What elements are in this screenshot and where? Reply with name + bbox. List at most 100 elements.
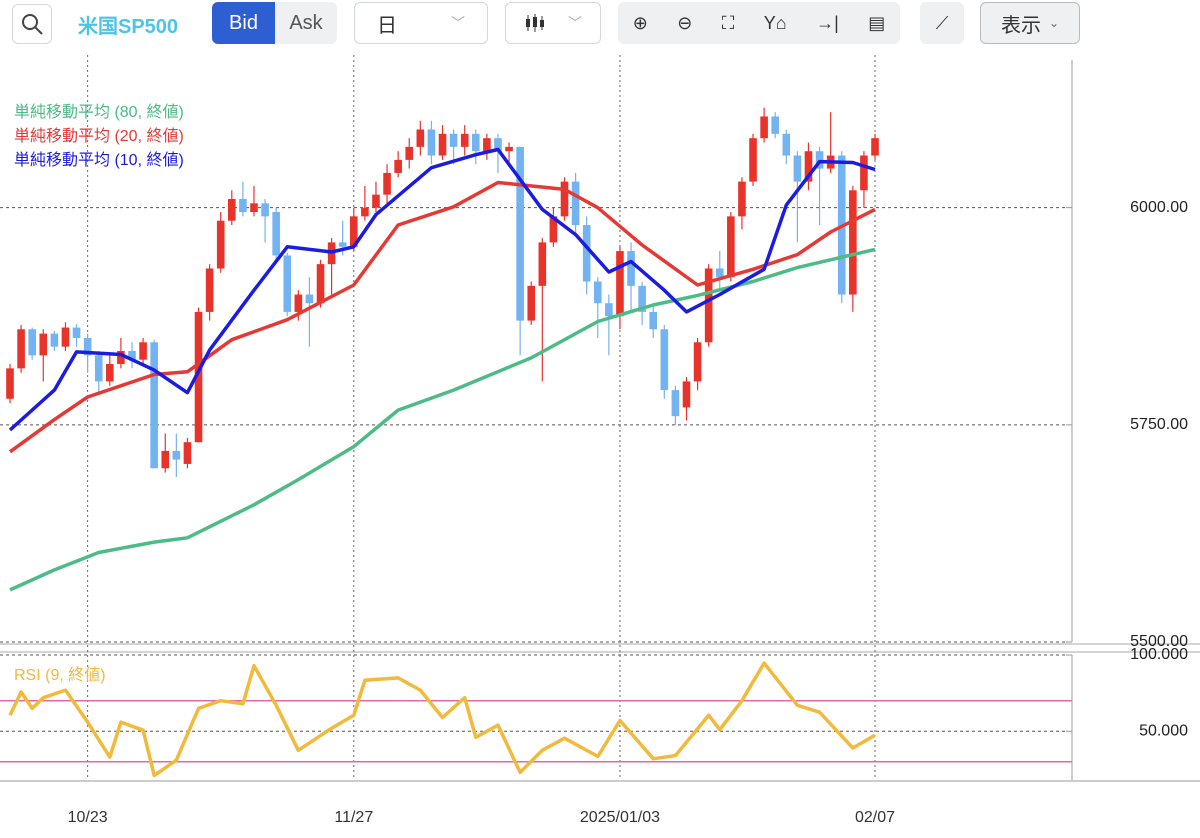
chevron: ⌄	[1048, 16, 1060, 30]
candle-body	[416, 129, 425, 147]
candle-body	[560, 181, 569, 217]
candle-icon	[526, 14, 544, 32]
chevron: ﹀	[568, 15, 582, 31]
candle-body	[250, 203, 258, 213]
candle-body	[549, 216, 558, 243]
candle-body	[128, 351, 136, 360]
tool-group: ⊕ ⊖ ⛶ Y⌂ →| ▤	[618, 2, 900, 44]
scroll-end[interactable]: →|	[816, 12, 839, 33]
candle-body	[483, 138, 491, 152]
candle-body	[849, 190, 857, 295]
candle-body	[205, 268, 214, 312]
candle-body	[294, 294, 303, 312]
legend-entry: 単純移動平均 (80, 終値)	[14, 103, 184, 121]
zoom-in[interactable]: ⊕	[632, 12, 648, 33]
indicator-button[interactable]: ⟋	[920, 2, 964, 44]
x-tick-label: 02/07	[855, 809, 895, 826]
candle-body	[760, 116, 768, 139]
candle-body	[372, 194, 380, 208]
candle-body	[704, 268, 713, 343]
legend-entry: RSI (9, 終値)	[14, 666, 106, 684]
candle-body	[172, 450, 181, 460]
candle-body	[139, 342, 147, 360]
candle-body	[860, 155, 868, 191]
candle-body	[771, 116, 780, 134]
candle-body	[682, 381, 691, 408]
candle-body	[460, 133, 469, 147]
candle-body	[338, 242, 347, 247]
candle-body	[782, 133, 791, 156]
candle-body	[638, 285, 646, 312]
candle-body	[449, 133, 458, 147]
candle-body	[72, 327, 81, 338]
legend-entry: 単純移動平均 (10, 終値)	[14, 151, 184, 169]
symbol[interactable]: 米国SP500	[78, 15, 179, 38]
x-tick-label: 2025/01/03	[580, 809, 660, 826]
candle-body	[494, 138, 502, 152]
period-dropdown[interactable]: 日 ﹀	[354, 2, 488, 44]
candle-body	[616, 251, 624, 317]
candle-body	[39, 333, 48, 356]
candle-body	[527, 285, 536, 321]
search-icon	[22, 14, 43, 35]
view-label: 表示	[1000, 14, 1041, 37]
bid-button[interactable]: Bid	[212, 2, 275, 44]
candle-body	[239, 198, 247, 213]
candle-body	[305, 294, 314, 304]
search-button[interactable]	[12, 4, 52, 44]
candle-body	[183, 442, 192, 464]
candle-body	[438, 133, 447, 156]
candle-body	[804, 151, 813, 182]
candle-body	[593, 281, 602, 304]
y-tick-label: 5500.00	[1130, 633, 1188, 650]
candle-body	[693, 342, 702, 382]
candle-body	[83, 337, 92, 356]
candle-body	[671, 390, 680, 417]
candle-body	[871, 138, 879, 156]
candle-body	[6, 368, 14, 399]
candle-body	[28, 329, 36, 356]
fit[interactable]: ⛶	[721, 12, 735, 33]
candle-body	[727, 216, 735, 278]
legend-entry: 単純移動平均 (20, 終値)	[14, 127, 184, 145]
chart: 10/23 11/27 2025/01/03 02/07 5500.00 5750.00 6…	[0, 55, 1200, 826]
candle-body	[627, 251, 635, 286]
indicator-line	[8, 180, 876, 454]
period-label: 日	[377, 14, 397, 37]
candle-body	[582, 225, 591, 282]
candle-body	[349, 216, 358, 247]
candle-body	[228, 198, 236, 221]
candle-body	[505, 146, 513, 152]
candle-body	[660, 329, 669, 391]
x-tick-label: 11/27	[334, 809, 373, 826]
view-button[interactable]: 表示 ⌄	[980, 2, 1080, 44]
candle-body	[50, 333, 59, 347]
ask-button[interactable]: Ask	[275, 2, 337, 44]
candle-body	[715, 268, 724, 278]
candle-body	[383, 172, 391, 195]
indicator-line	[9, 247, 876, 592]
indicator-line	[8, 147, 876, 432]
candle-body	[94, 355, 103, 382]
candle-body	[427, 129, 436, 156]
candle-body	[605, 303, 613, 317]
candle-body	[405, 146, 414, 160]
candle-body	[361, 207, 369, 217]
candle-body	[316, 264, 325, 304]
candle-body	[161, 450, 170, 469]
candle-body	[394, 159, 402, 173]
report[interactable]: ▤	[868, 12, 886, 33]
x-tick-label: 10/23	[68, 809, 108, 826]
chart-type-dropdown[interactable]: ﹀	[505, 2, 601, 44]
candle-body	[117, 351, 125, 365]
candle-body	[571, 181, 580, 226]
candle-body	[538, 242, 547, 286]
indicator-line	[8, 661, 876, 778]
candle-body	[471, 133, 480, 152]
zoom-out[interactable]: ⊖	[677, 12, 693, 33]
candle-body	[738, 181, 746, 217]
candle-body	[749, 138, 757, 182]
y-lock[interactable]: Y⌂	[763, 12, 787, 33]
candle-body	[261, 203, 269, 217]
